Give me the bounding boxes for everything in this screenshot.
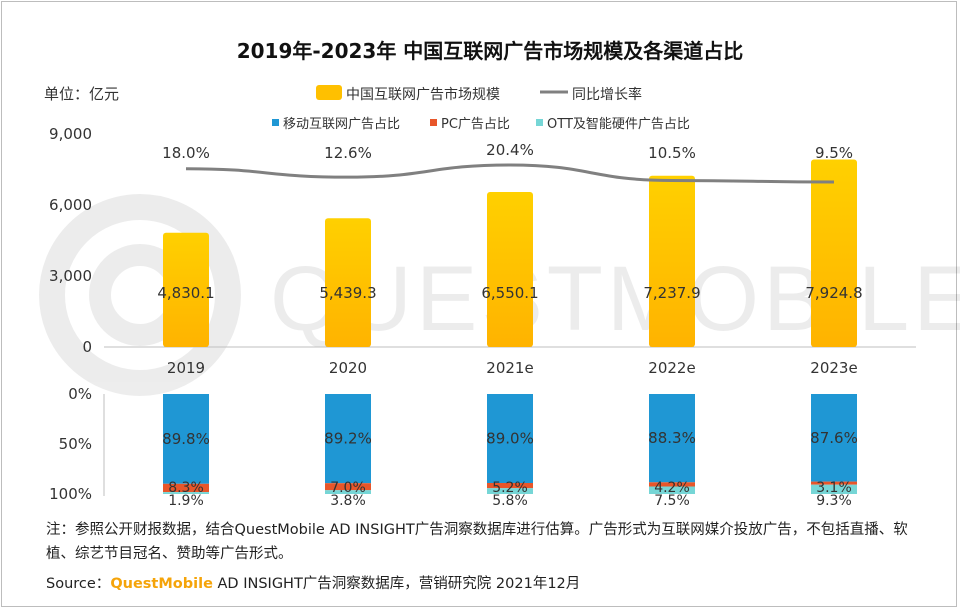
share-label-mobile: 89.8%: [162, 430, 210, 448]
legend-swatch-ott: [536, 119, 543, 126]
y-tick-label: 3,000: [49, 267, 92, 285]
legend-share: 移动互联网广告占比 PC广告占比 OTT及智能硬件广告占比: [272, 117, 690, 132]
y-tick-label: 9,000: [49, 125, 92, 143]
bar-value-label: 6,550.1: [481, 284, 538, 302]
share-segment: [649, 482, 695, 487]
legend-label-ott: OTT及智能硬件广告占比: [547, 117, 690, 132]
y-tick-label: 6,000: [49, 196, 92, 214]
growth-label: 12.6%: [324, 144, 372, 162]
legend-label-growth: 同比增长率: [572, 86, 642, 103]
legend-swatch-mobile: [272, 119, 279, 126]
share-label-mobile: 87.6%: [810, 429, 858, 447]
share-label-mobile: 89.0%: [486, 430, 534, 448]
share-segment: [811, 484, 857, 494]
bar-market-size: [811, 159, 857, 347]
share-label-ott: 1.9%: [168, 493, 204, 509]
share-y-tick-label: 50%: [59, 435, 92, 453]
x-tick-label: 2020: [329, 359, 367, 377]
chart-title: 2019年-2023年 中国互联网广告市场规模及各渠道占比: [237, 39, 744, 63]
source-brand: QuestMobile: [110, 576, 213, 592]
unit-label: 单位：亿元: [44, 85, 119, 103]
legend-top: 中国互联网广告市场规模 同比增长率: [316, 85, 642, 103]
share-label-mobile: 88.3%: [648, 429, 696, 447]
share-label-ott: 9.3%: [816, 493, 852, 509]
x-tick-label: 2022e: [648, 359, 695, 377]
share-y-tick-label: 0%: [68, 385, 92, 403]
share-label-pc: 3.1%: [816, 480, 852, 496]
share-segment: [649, 394, 695, 483]
bar-value-label: 7,924.8: [805, 284, 862, 302]
share-label-pc: 4.2%: [654, 480, 690, 496]
source-prefix: Source：: [46, 576, 111, 592]
legend-swatch-pc: [430, 119, 437, 126]
share-segment: [163, 483, 209, 493]
source-rest: AD INSIGHT广告洞察数据库，营销研究院 2021年12月: [212, 576, 581, 592]
y-tick-label: 0: [82, 338, 92, 356]
x-tick-label: 2021e: [486, 359, 533, 377]
share-segment: [487, 394, 533, 483]
growth-label: 10.5%: [648, 144, 696, 162]
share-segment: [487, 483, 533, 489]
share-segment: [163, 492, 209, 494]
source-line: Source：QuestMobile AD INSIGHT广告洞察数据库，营销研…: [46, 572, 580, 593]
legend-label-pc: PC广告占比: [441, 117, 510, 132]
bar-value-label: 5,439.3: [319, 284, 376, 302]
share-label-pc: 7.0%: [330, 480, 366, 496]
growth-line: [185, 163, 835, 184]
share-label-ott: 7.5%: [654, 493, 690, 509]
bar-market-size: [325, 218, 371, 347]
x-tick-label: 2023e: [810, 359, 857, 377]
share-segment: [163, 394, 209, 484]
growth-label: 9.5%: [815, 144, 853, 162]
legend-label-mobile: 移动互联网广告占比: [283, 117, 400, 132]
share-segment: [325, 394, 371, 484]
bar-market-size: [487, 191, 533, 347]
share-label-ott: 3.8%: [330, 493, 366, 509]
bar-value-label: 4,830.1: [157, 284, 214, 302]
growth-label: 18.0%: [162, 144, 210, 162]
share-segment: [649, 486, 695, 494]
x-tick-label: 2019: [167, 359, 205, 377]
bar-market-size: [649, 175, 695, 347]
footnote: 注：参照公开财报数据，结合QuestMobile AD INSIGHT广告洞察数…: [46, 522, 908, 562]
growth-label: 20.4%: [486, 141, 534, 159]
share-y-tick-label: 100%: [49, 485, 92, 503]
share-label-pc: 8.3%: [168, 480, 204, 496]
bar-market-size: [163, 232, 209, 347]
legend-label-market-size: 中国互联网广告市场规模: [346, 86, 500, 103]
share-label-pc: 5.2%: [492, 480, 528, 496]
share-segment: [487, 488, 533, 494]
share-label-mobile: 89.2%: [324, 430, 372, 448]
share-segment: [325, 483, 371, 491]
bar-value-label: 7,237.9: [643, 284, 700, 302]
share-segment: [325, 490, 371, 494]
legend-swatch-market-size: [316, 85, 342, 100]
share-segment: [811, 481, 857, 485]
share-segment: [811, 394, 857, 482]
share-label-ott: 5.8%: [492, 493, 528, 509]
